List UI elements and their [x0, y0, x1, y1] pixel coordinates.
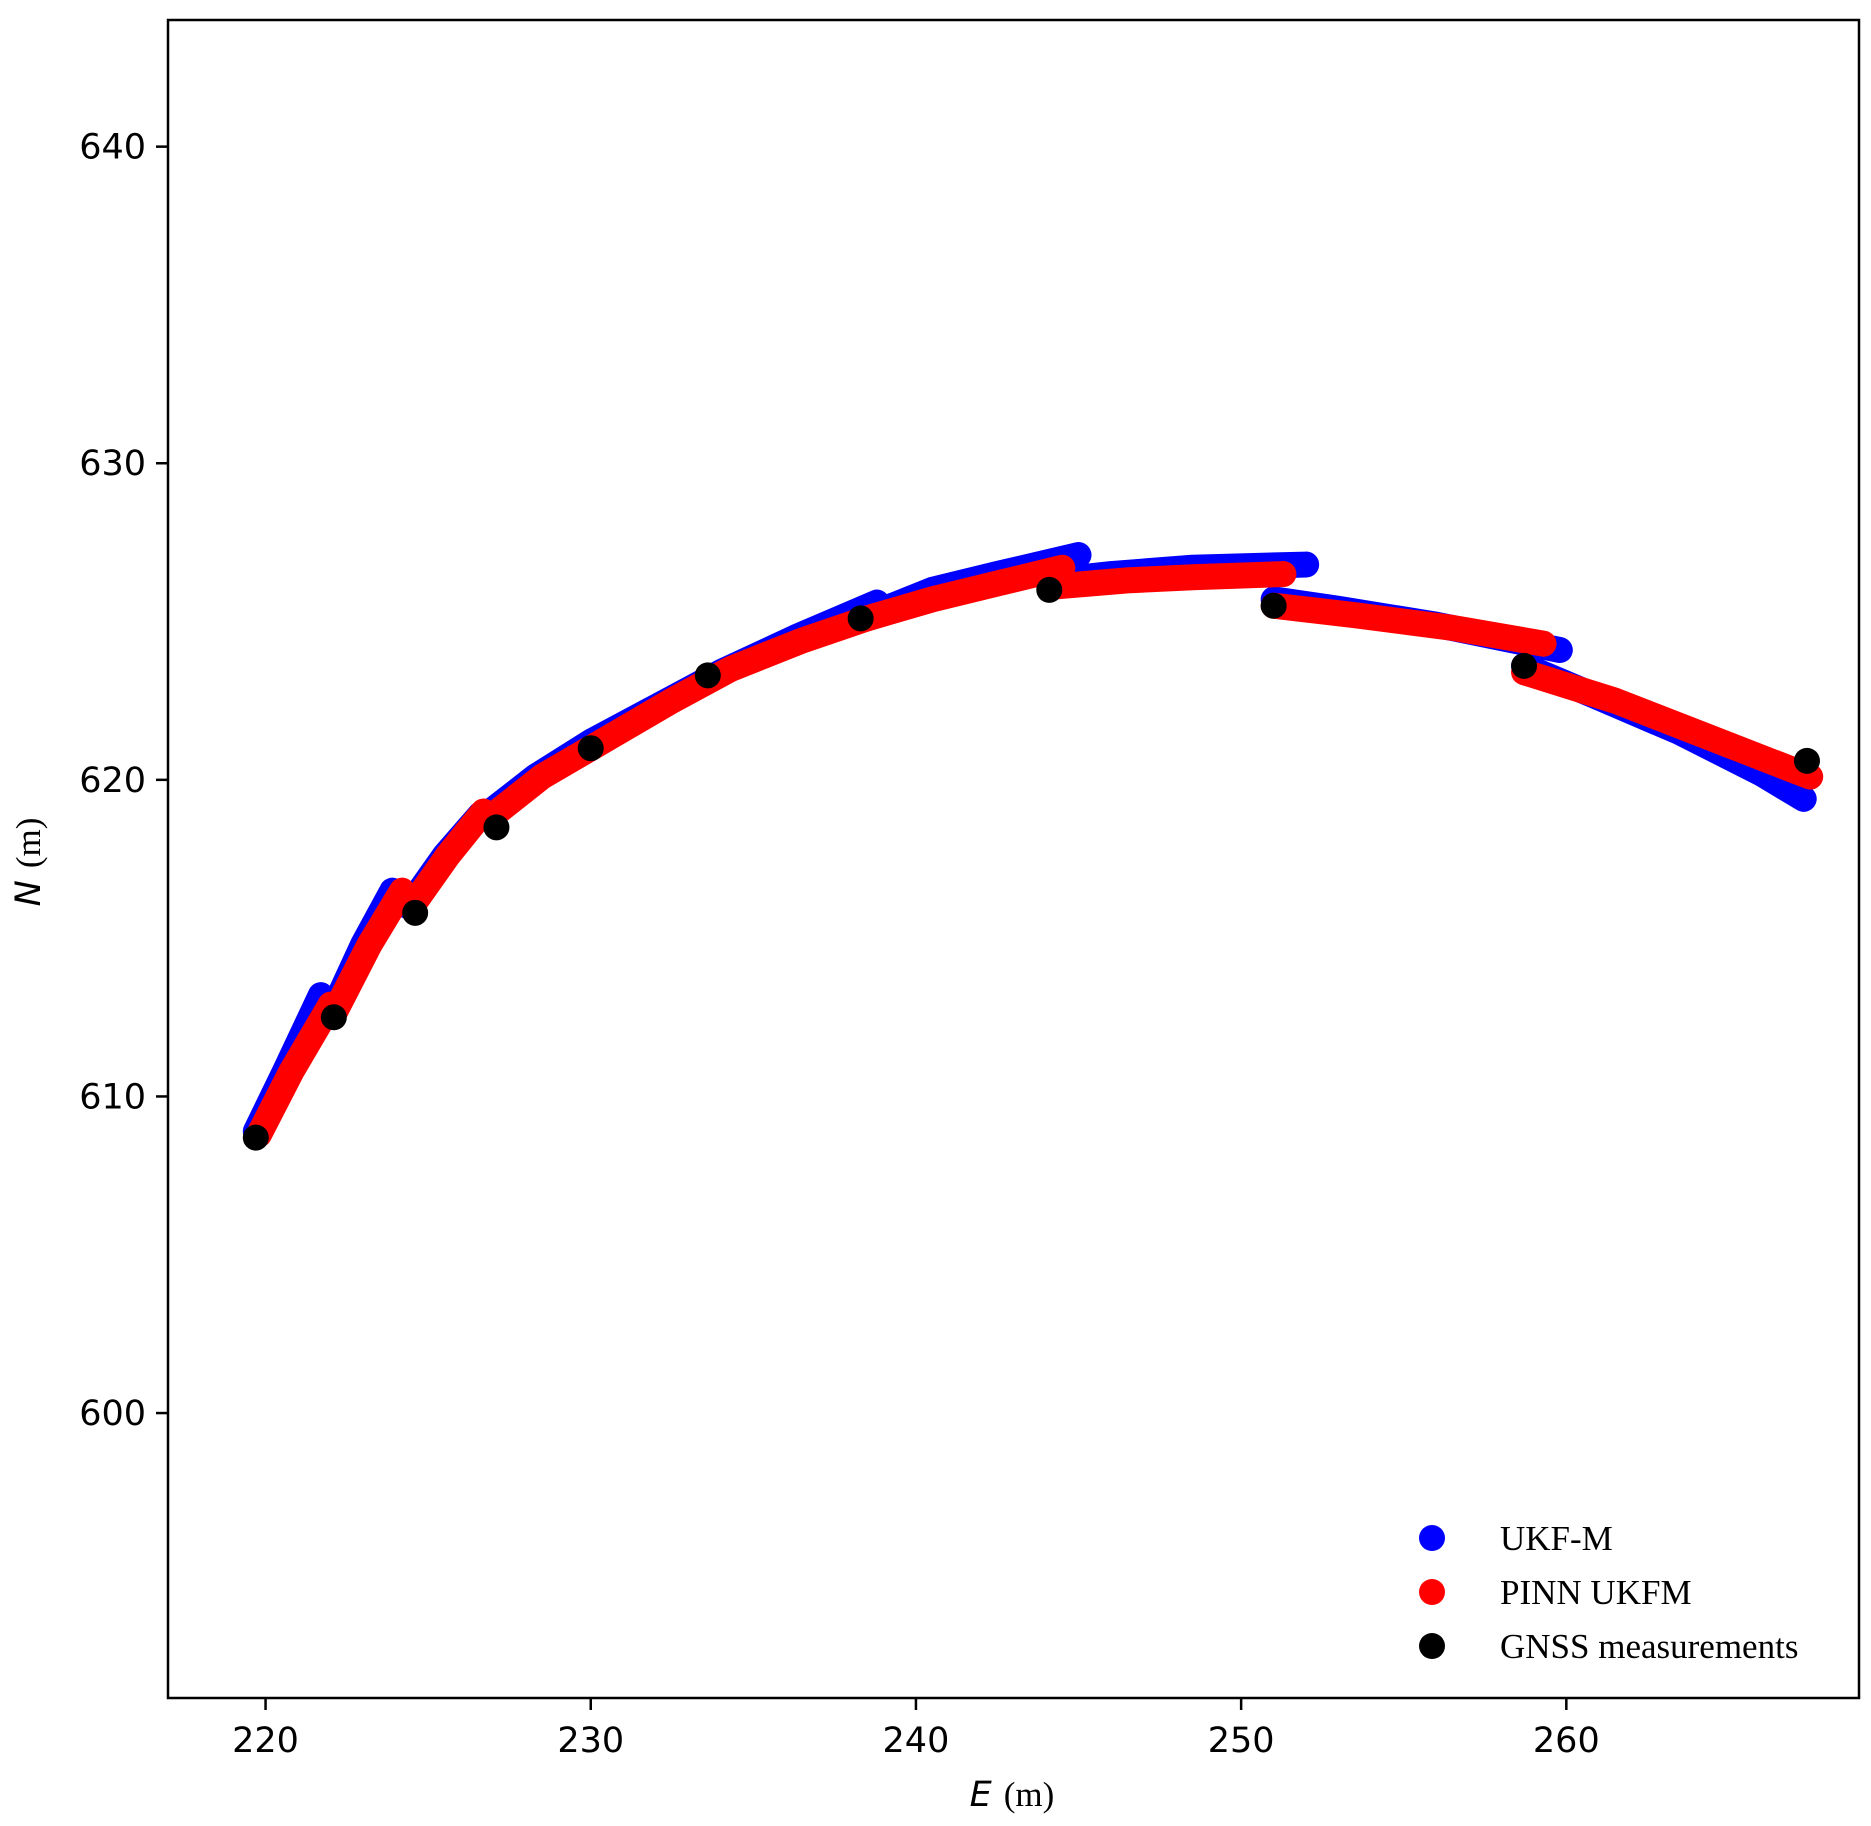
legend-label-ukf-m: UKF-M: [1500, 1519, 1613, 1558]
plot-frame: [166, 18, 1861, 1700]
x-axis-label: E (m): [970, 1775, 1055, 1815]
gnss-point: [694, 662, 721, 689]
trajectory-segment: [1260, 592, 1557, 657]
trajectory-segment: [1039, 561, 1297, 600]
gnss-point: [1511, 652, 1538, 679]
y-tick-label: 630: [79, 444, 146, 484]
x-tick-label: 260: [1533, 1721, 1600, 1761]
series-gnss-measurements: [242, 576, 1820, 1151]
series-layer: [242, 542, 1824, 1151]
gnss-point: [847, 605, 874, 632]
trajectory-segment: [476, 605, 881, 831]
y-tick-label: 620: [79, 761, 146, 801]
x-axis-label-var: E: [970, 1775, 993, 1815]
y-tick-label: 640: [79, 128, 146, 168]
legend-label-pinn-ukfm: PINN UKFM: [1500, 1573, 1692, 1612]
y-axis-label-var: N: [9, 880, 49, 906]
series-ukf-m: [242, 542, 1817, 1145]
gnss-point: [483, 814, 510, 841]
x-tick-label: 240: [883, 1721, 950, 1761]
x-tick-label: 230: [557, 1721, 624, 1761]
gnss-point: [320, 1004, 347, 1031]
gnss-point: [402, 899, 429, 926]
y-tick-label: 610: [79, 1077, 146, 1117]
y-tick-label: 600: [79, 1394, 146, 1434]
legend-marker-pinn-ukfm: [1419, 1579, 1445, 1605]
y-axis-label-unit: (m): [9, 818, 48, 869]
y-axis-label: N (m): [9, 818, 49, 907]
gnss-point: [1260, 592, 1287, 619]
x-tick-label: 220: [232, 1721, 299, 1761]
x-axis: 220 230 240 250 260: [232, 1698, 1600, 1761]
trajectory-segment: [246, 991, 344, 1148]
trajectory-segment: [854, 554, 1076, 632]
y-axis: 600 610 620 630 640: [79, 128, 168, 1434]
gnss-point: [1793, 747, 1820, 774]
trajectory-segment: [1511, 659, 1824, 790]
gnss-point: [242, 1124, 269, 1151]
trajectory-segment: [320, 877, 416, 1028]
x-tick-label: 250: [1208, 1721, 1275, 1761]
trajectory-segment: [398, 798, 497, 920]
legend-marker-gnss: [1419, 1633, 1445, 1659]
legend: UKF-M PINN UKFM GNSS measurements: [1419, 1519, 1798, 1666]
legend-marker-ukf-m: [1419, 1525, 1445, 1551]
series-pinn-ukfm: [246, 554, 1824, 1148]
x-axis-label-unit: (m): [1004, 1775, 1055, 1814]
gnss-point: [577, 735, 604, 762]
legend-label-gnss: GNSS measurements: [1500, 1627, 1798, 1666]
gnss-point: [1036, 576, 1063, 603]
